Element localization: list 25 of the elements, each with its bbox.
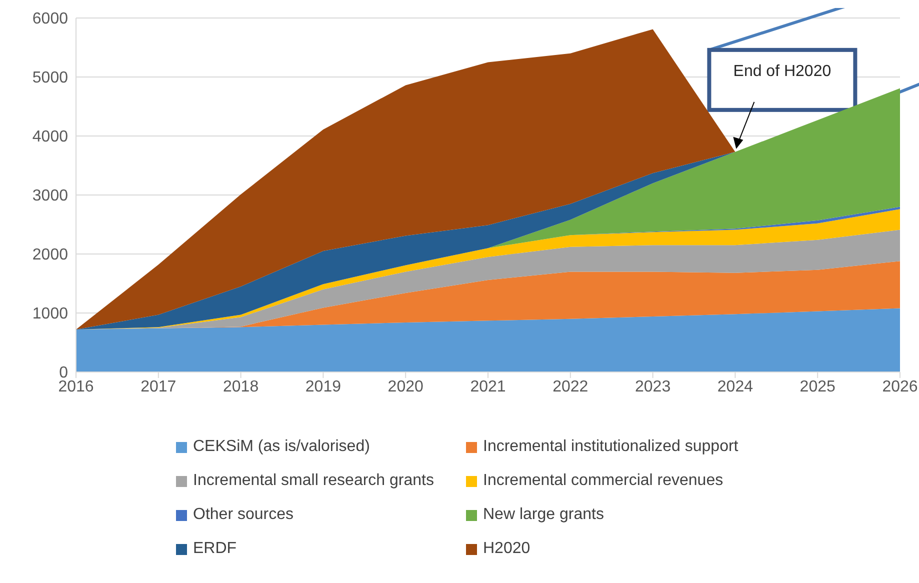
- legend-label: New large grants: [483, 506, 604, 524]
- x-tick-label: 2020: [388, 378, 424, 396]
- legend-label: ERDF: [193, 540, 237, 558]
- x-tick-label: 2022: [552, 378, 588, 396]
- x-tick-label: 2017: [140, 378, 176, 396]
- legend-label: Other sources: [193, 506, 294, 524]
- legend-label: CEKSiM (as is/valorised): [193, 438, 370, 456]
- x-tick-label: 2024: [717, 378, 754, 396]
- y-tick-label: 2000: [32, 246, 68, 264]
- x-tick-label: 2019: [305, 378, 342, 396]
- y-tick-label: 4000: [32, 128, 68, 146]
- x-tick-label: 2021: [470, 378, 506, 396]
- x-tick-label: 2025: [800, 378, 836, 396]
- y-tick-label: 1000: [32, 306, 68, 323]
- y-tick-label: 6000: [32, 10, 68, 28]
- y-tick-label: 5000: [32, 70, 68, 87]
- x-tick-label: 2018: [223, 378, 259, 396]
- legend-label: H2020: [483, 540, 530, 558]
- annotation: End of H2020: [733, 62, 832, 80]
- x-tick-label: 2023: [635, 378, 671, 396]
- legend-label: Incremental institutionalized support: [483, 438, 738, 456]
- legend-label: Incremental small research grants: [193, 472, 434, 490]
- legend-label: Incremental commercial revenues: [483, 472, 724, 490]
- x-tick-label: 2026: [882, 378, 918, 396]
- y-tick-label: 3000: [32, 188, 68, 205]
